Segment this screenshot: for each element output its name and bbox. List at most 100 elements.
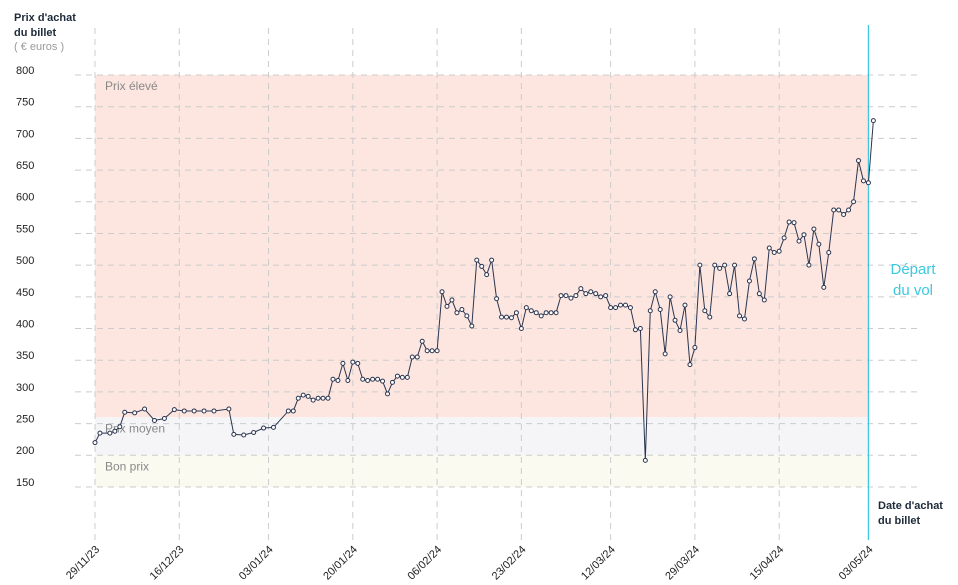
point xyxy=(122,409,128,415)
point xyxy=(404,374,410,380)
point xyxy=(513,310,519,316)
point xyxy=(791,220,797,226)
point xyxy=(310,397,316,403)
x-tick-label: 16/12/23 xyxy=(148,544,187,583)
point xyxy=(419,338,425,344)
x-tick-label: 03/05/24 xyxy=(837,544,876,583)
price-band xyxy=(95,417,869,456)
point xyxy=(741,316,747,322)
point xyxy=(558,293,564,299)
y-tick-label: 750 xyxy=(16,97,34,109)
point xyxy=(132,410,138,416)
point xyxy=(603,293,609,299)
point xyxy=(518,326,524,332)
x-tick-label: 03/01/24 xyxy=(237,544,276,583)
point xyxy=(107,430,113,436)
x-tick-label: 12/03/24 xyxy=(579,544,618,583)
point xyxy=(538,313,544,319)
point xyxy=(761,297,767,303)
y-tick-label: 400 xyxy=(16,318,34,330)
point xyxy=(732,262,738,268)
point xyxy=(484,272,490,278)
point xyxy=(330,376,336,382)
band-label: Bon prix xyxy=(105,459,149,473)
x-tick-label: 20/01/24 xyxy=(321,544,360,583)
point xyxy=(632,327,638,333)
point xyxy=(737,313,743,319)
point xyxy=(786,219,792,225)
point xyxy=(112,428,118,434)
point xyxy=(474,257,480,263)
y-tick-label: 550 xyxy=(16,223,34,235)
y-tick-label: 500 xyxy=(16,255,34,267)
y-tick-label: 600 xyxy=(16,192,34,204)
point xyxy=(865,180,871,186)
point xyxy=(385,391,391,397)
y-tick-label: 450 xyxy=(16,287,34,299)
point xyxy=(241,432,247,438)
point xyxy=(588,289,594,295)
point xyxy=(751,256,757,262)
x-tick-label: 23/02/24 xyxy=(490,544,529,583)
point xyxy=(637,326,643,332)
point xyxy=(523,305,529,311)
point xyxy=(360,376,366,382)
point xyxy=(270,424,276,430)
point xyxy=(355,360,361,366)
point xyxy=(424,348,430,354)
point xyxy=(499,314,505,320)
point xyxy=(350,359,356,365)
point xyxy=(776,248,782,254)
point xyxy=(682,302,688,308)
point xyxy=(593,291,599,297)
point xyxy=(191,408,197,414)
point xyxy=(345,378,351,384)
point xyxy=(811,226,817,232)
y-axis-label: du billet xyxy=(14,27,57,39)
point xyxy=(821,284,827,290)
point xyxy=(652,289,658,295)
x-axis-label: Date d'achat xyxy=(878,500,943,512)
point xyxy=(548,310,554,316)
point xyxy=(702,308,708,314)
point xyxy=(399,374,405,380)
point xyxy=(414,354,420,360)
y-tick-label: 250 xyxy=(16,414,34,426)
point xyxy=(831,207,837,213)
point xyxy=(295,395,301,401)
point xyxy=(642,457,648,463)
point xyxy=(712,262,718,268)
point xyxy=(608,305,614,311)
point xyxy=(464,313,470,319)
x-axis-label: du billet xyxy=(878,515,921,527)
point xyxy=(171,407,177,413)
point xyxy=(380,378,386,384)
point xyxy=(573,293,579,299)
point xyxy=(389,379,395,385)
y-tick-label: 700 xyxy=(16,128,34,140)
point xyxy=(528,308,534,314)
point xyxy=(826,249,832,255)
point xyxy=(687,362,693,368)
point xyxy=(667,294,673,300)
y-axis-unit: ( € euros ) xyxy=(14,41,64,53)
point xyxy=(618,302,624,308)
point xyxy=(672,317,678,323)
point xyxy=(285,408,291,414)
point xyxy=(692,345,698,351)
point xyxy=(320,395,326,401)
annotation: du vol xyxy=(893,282,933,299)
point xyxy=(707,314,713,320)
point xyxy=(211,408,217,414)
y-axis-label: Prix d'achat xyxy=(14,12,76,24)
point xyxy=(836,207,842,213)
point xyxy=(583,291,589,297)
point xyxy=(697,262,703,268)
point xyxy=(429,348,435,354)
point xyxy=(305,393,311,399)
point xyxy=(315,395,321,401)
point xyxy=(647,308,653,314)
point xyxy=(543,310,549,316)
point xyxy=(806,262,812,268)
